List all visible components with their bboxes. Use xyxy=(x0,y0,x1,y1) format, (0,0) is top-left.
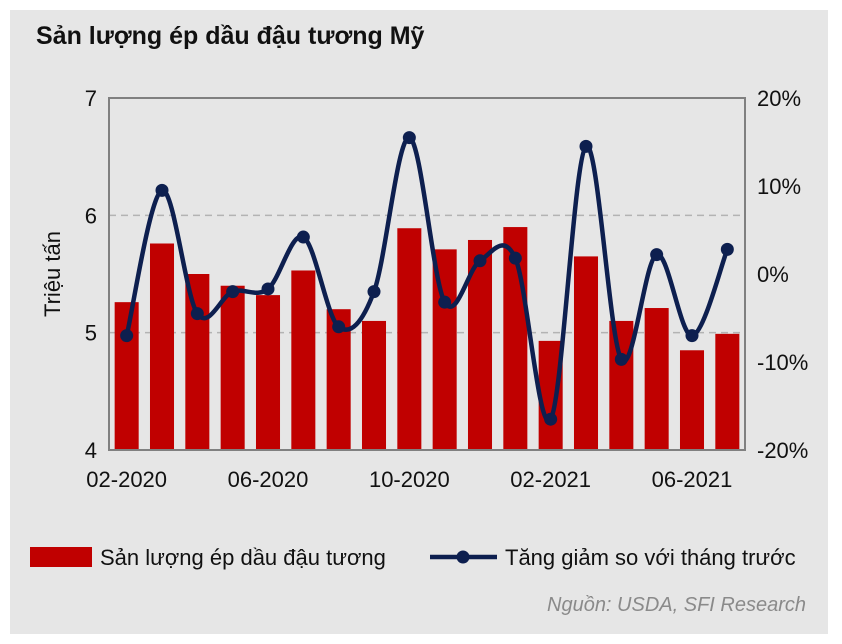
legend-line-label: Tăng giảm so với tháng trước xyxy=(505,545,796,570)
source-note: Nguồn: USDA, SFI Research xyxy=(547,594,806,616)
line-point xyxy=(332,320,346,334)
line-point xyxy=(261,282,275,296)
line-point xyxy=(226,285,240,299)
y2-tick-label: 10% xyxy=(757,174,801,199)
legend-bar-swatch xyxy=(30,547,92,567)
y-tick-label: 6 xyxy=(85,203,97,228)
line-series xyxy=(120,131,734,426)
line-point xyxy=(120,329,134,343)
bar xyxy=(255,295,281,450)
line-point xyxy=(473,254,487,268)
line-point xyxy=(190,307,204,321)
bar xyxy=(573,256,599,450)
y-axis-label: Triệu tấn xyxy=(40,231,65,317)
y-tick-label: 5 xyxy=(85,321,97,346)
line-point xyxy=(155,183,169,197)
plot-frame xyxy=(108,97,746,451)
bar xyxy=(114,302,139,450)
bar xyxy=(220,285,245,450)
x-tick-label: 02-2021 xyxy=(510,467,591,492)
series-line xyxy=(124,135,730,423)
line-point xyxy=(367,285,381,299)
y-tick-label: 7 xyxy=(85,86,97,111)
line-point xyxy=(614,352,628,366)
y2-tick-label: -20% xyxy=(757,438,808,463)
line-point xyxy=(579,139,593,153)
line-point xyxy=(650,248,664,262)
x-tick-label: 10-2020 xyxy=(369,467,450,492)
bar-series xyxy=(114,227,740,450)
axes: 4 5 6 7 -20% -10% 0% 10% 20% 02-2020 06-2020 10-202… xyxy=(40,86,808,492)
bar xyxy=(185,274,210,450)
legend: Sản lượng ép dầu đậu tương Tăng giảm so … xyxy=(30,545,796,570)
bar xyxy=(715,333,740,450)
bar xyxy=(397,228,422,450)
bar xyxy=(644,308,669,450)
x-tick-label: 06-2021 xyxy=(652,467,733,492)
line-point xyxy=(402,131,416,145)
legend-line-marker xyxy=(456,550,470,564)
bar xyxy=(679,350,705,450)
bar xyxy=(361,320,387,450)
bar xyxy=(291,270,316,450)
y2-tick-label: 20% xyxy=(757,86,801,111)
x-tick-label: 06-2020 xyxy=(228,467,309,492)
y-tick-label: 4 xyxy=(85,438,97,463)
x-tick-label: 02-2020 xyxy=(86,467,167,492)
bar xyxy=(149,243,175,450)
line-point xyxy=(438,295,452,309)
y2-tick-label: 0% xyxy=(757,262,789,287)
y2-tick-label: -10% xyxy=(757,350,808,375)
legend-bar-label: Sản lượng ép dầu đậu tương xyxy=(100,545,386,570)
line-point xyxy=(508,251,522,265)
line-point xyxy=(296,230,310,244)
line-point xyxy=(544,412,558,426)
line-point xyxy=(685,329,699,343)
bar xyxy=(609,320,634,450)
line-point xyxy=(720,242,734,256)
chart-title: Sản lượng ép dầu đậu tương Mỹ xyxy=(36,22,425,50)
